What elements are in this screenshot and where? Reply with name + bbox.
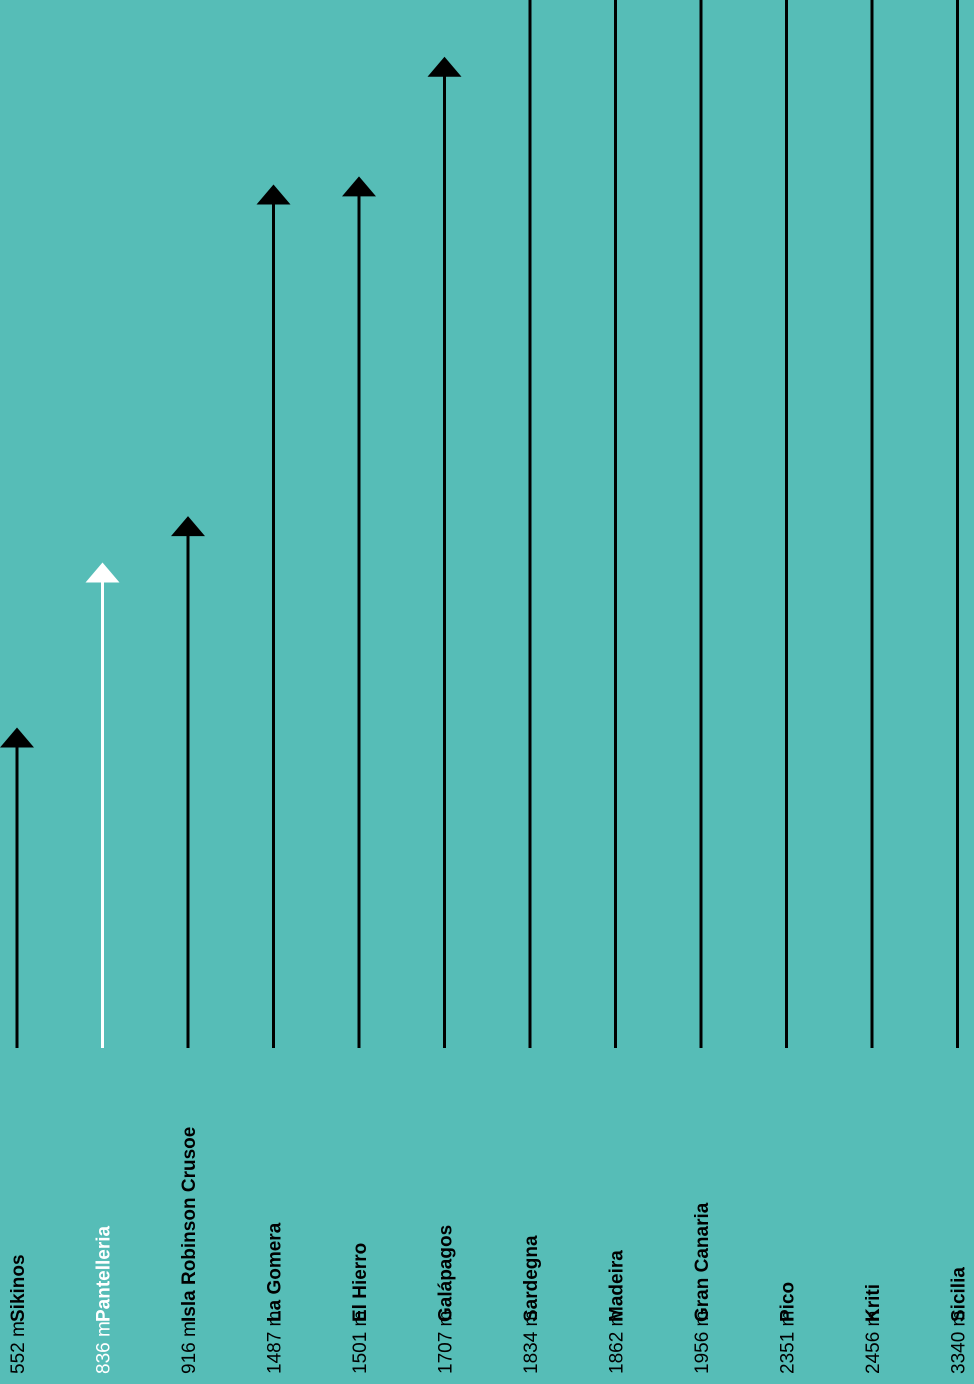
value-label-3: 1487 m (265, 1311, 286, 1374)
value-label-11: 3340 m (949, 1311, 970, 1374)
value-label-5: 1707 m (436, 1311, 457, 1374)
category-label-2: Isla Robinson Crusoe (179, 1127, 200, 1322)
value-label-4: 1501 m (350, 1311, 371, 1374)
category-label-11: Sicilia (949, 1267, 970, 1322)
value-label-6: 1834 m (521, 1311, 542, 1374)
category-label-3: La Gomera (265, 1222, 286, 1322)
category-label-5: Galápagos (436, 1225, 457, 1322)
arrow-head-4 (342, 176, 376, 197)
value-label-8: 1956 m (692, 1311, 713, 1374)
category-label-7: Madeira (607, 1250, 628, 1322)
arrow-head-0 (0, 727, 34, 748)
category-label-0: Sikinos (8, 1254, 29, 1322)
category-label-1: Pantelleria (94, 1225, 115, 1322)
category-label-6: Sardegna (521, 1235, 542, 1322)
value-label-9: 2351 m (778, 1311, 799, 1374)
category-label-9: Pico (778, 1282, 799, 1322)
value-label-0: 552 m (8, 1321, 29, 1374)
arrows-layer (0, 0, 959, 1048)
arrow-head-1 (85, 562, 120, 583)
category-label-10: Kriti (863, 1284, 884, 1322)
value-label-2: 916 m (179, 1321, 200, 1374)
value-label-10: 2456 m (863, 1311, 884, 1374)
arrow-head-2 (171, 516, 205, 537)
value-label-1: 836 m (94, 1321, 115, 1374)
arrow-head-5 (427, 56, 462, 77)
category-label-8: Gran Canaria (692, 1202, 713, 1322)
category-label-4: El Hierro (350, 1243, 371, 1322)
arrow-head-3 (256, 184, 291, 205)
value-label-7: 1862 m (607, 1311, 628, 1374)
